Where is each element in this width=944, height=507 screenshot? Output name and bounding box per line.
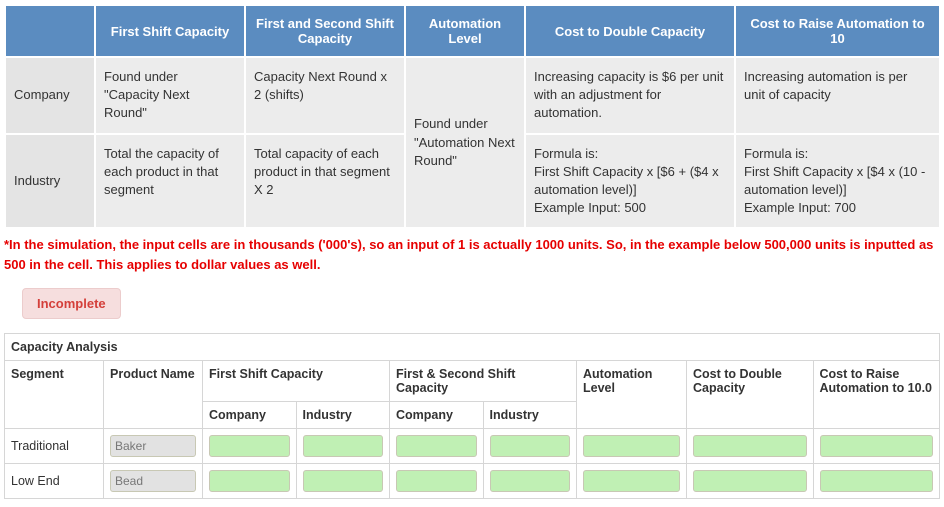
col-cost-raise: Cost to Raise Automation to 10.0 xyxy=(813,361,940,429)
def-row-label: Industry xyxy=(5,134,95,229)
value-input[interactable] xyxy=(820,435,934,457)
def-cell: Increasing automation is per unit of cap… xyxy=(735,57,940,134)
definitions-table: First Shift CapacityFirst and Second Shi… xyxy=(4,4,941,229)
def-col-header xyxy=(5,5,95,57)
value-input[interactable] xyxy=(303,435,384,457)
value-cell xyxy=(813,464,940,499)
value-input[interactable] xyxy=(490,435,571,457)
value-cell xyxy=(577,429,687,464)
value-input[interactable] xyxy=(820,470,934,492)
value-cell xyxy=(577,464,687,499)
def-cell: Total the capacity of each product in th… xyxy=(95,134,245,229)
col-fss-company: Company xyxy=(390,402,484,429)
col-fs-industry: Industry xyxy=(296,402,390,429)
value-cell xyxy=(687,429,814,464)
col-automation: Automation Level xyxy=(577,361,687,429)
col-fss-industry: Industry xyxy=(483,402,577,429)
def-col-header: Automation Level xyxy=(405,5,525,57)
segment-cell: Traditional xyxy=(5,429,104,464)
product-input xyxy=(110,470,196,492)
col-first-shift: First Shift Capacity xyxy=(203,361,390,402)
product-cell xyxy=(104,464,203,499)
value-input[interactable] xyxy=(209,435,290,457)
col-product: Product Name xyxy=(104,361,203,429)
table-row: Low End xyxy=(5,464,940,499)
value-cell xyxy=(203,429,297,464)
def-cell: Total capacity of each product in that s… xyxy=(245,134,405,229)
def-col-header: First Shift Capacity xyxy=(95,5,245,57)
col-cost-double: Cost to Double Capacity xyxy=(687,361,814,429)
def-automation-merged: Found under "Automation Next Round" xyxy=(405,57,525,228)
value-input[interactable] xyxy=(396,435,477,457)
product-input xyxy=(110,435,196,457)
value-cell xyxy=(296,429,390,464)
value-input[interactable] xyxy=(693,435,807,457)
table-row: Traditional xyxy=(5,429,940,464)
def-cell: Found under "Capacity Next Round" xyxy=(95,57,245,134)
value-input[interactable] xyxy=(583,435,680,457)
def-row-label: Company xyxy=(5,57,95,134)
value-cell xyxy=(687,464,814,499)
capacity-title: Capacity Analysis xyxy=(5,334,940,361)
value-input[interactable] xyxy=(209,470,290,492)
def-cell: Formula is: First Shift Capacity x [$6 +… xyxy=(525,134,735,229)
def-cell: Capacity Next Round x 2 (shifts) xyxy=(245,57,405,134)
def-col-header: First and Second Shift Capacity xyxy=(245,5,405,57)
def-cell: Formula is: First Shift Capacity x [$4 x… xyxy=(735,134,940,229)
segment-cell: Low End xyxy=(5,464,104,499)
def-col-header: Cost to Double Capacity xyxy=(525,5,735,57)
incomplete-button[interactable]: Incomplete xyxy=(22,288,121,319)
col-fs-company: Company xyxy=(203,402,297,429)
warning-note: *In the simulation, the input cells are … xyxy=(4,235,940,274)
value-input[interactable] xyxy=(396,470,477,492)
value-cell xyxy=(483,429,577,464)
value-input[interactable] xyxy=(693,470,807,492)
value-input[interactable] xyxy=(583,470,680,492)
value-cell xyxy=(296,464,390,499)
value-cell xyxy=(390,464,484,499)
value-cell xyxy=(483,464,577,499)
value-input[interactable] xyxy=(490,470,571,492)
value-cell xyxy=(203,464,297,499)
capacity-analysis-table: Capacity Analysis Segment Product Name F… xyxy=(4,333,940,499)
def-col-header: Cost to Raise Automation to 10 xyxy=(735,5,940,57)
col-first-second: First & Second Shift Capacity xyxy=(390,361,577,402)
col-segment: Segment xyxy=(5,361,104,429)
def-cell: Increasing capacity is $6 per unit with … xyxy=(525,57,735,134)
value-cell xyxy=(390,429,484,464)
product-cell xyxy=(104,429,203,464)
value-input[interactable] xyxy=(303,470,384,492)
value-cell xyxy=(813,429,940,464)
